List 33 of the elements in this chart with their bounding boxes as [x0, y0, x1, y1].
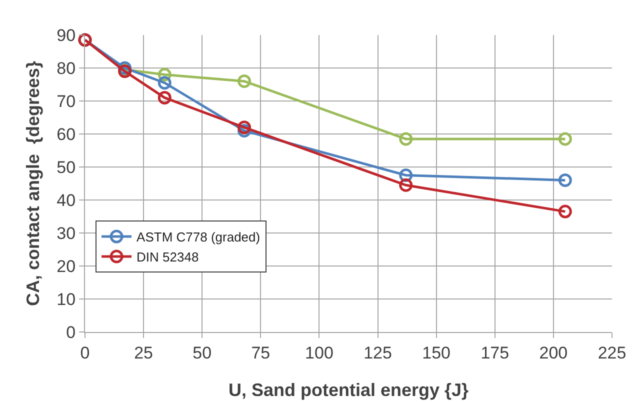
y-axis-title: CA, contact angle {degrees} — [23, 60, 43, 306]
y-tick-label: 30 — [56, 224, 76, 243]
y-tick-label: 20 — [56, 256, 76, 276]
y-tick-label: 70 — [56, 92, 76, 111]
y-tick-label: 10 — [56, 290, 76, 309]
x-tick-label: 25 — [134, 343, 154, 362]
x-tick-label: 75 — [251, 343, 270, 362]
point — [399, 132, 413, 146]
x-tick-label: 200 — [539, 343, 568, 362]
x-tick-label: 150 — [422, 343, 451, 362]
y-tick-label: 90 — [56, 26, 76, 45]
point — [158, 90, 172, 104]
y-tick-label: 40 — [56, 190, 76, 210]
point — [558, 132, 572, 146]
x-tick-label: 225 — [598, 343, 626, 362]
point — [558, 204, 572, 218]
legend-label: DIN 52348 — [136, 250, 199, 265]
legend-label: ASTM C778 (graded) — [136, 230, 260, 245]
x-tick-label: 175 — [480, 343, 510, 362]
y-tick-label: 0 — [66, 322, 76, 342]
point — [558, 173, 572, 187]
x-tick-label: 125 — [364, 343, 392, 362]
point — [399, 178, 413, 192]
x-tick-label: 100 — [305, 343, 334, 362]
point — [238, 120, 252, 134]
y-tick-label: 50 — [56, 158, 76, 177]
point — [158, 76, 172, 90]
y-tick-label: 60 — [56, 124, 76, 144]
y-tick-label: 80 — [56, 58, 76, 78]
x-axis-title: U, Sand potential energy {J} — [228, 380, 469, 400]
x-tick-label: 0 — [80, 343, 90, 362]
point — [238, 74, 252, 88]
x-tick-label: 50 — [192, 343, 212, 362]
